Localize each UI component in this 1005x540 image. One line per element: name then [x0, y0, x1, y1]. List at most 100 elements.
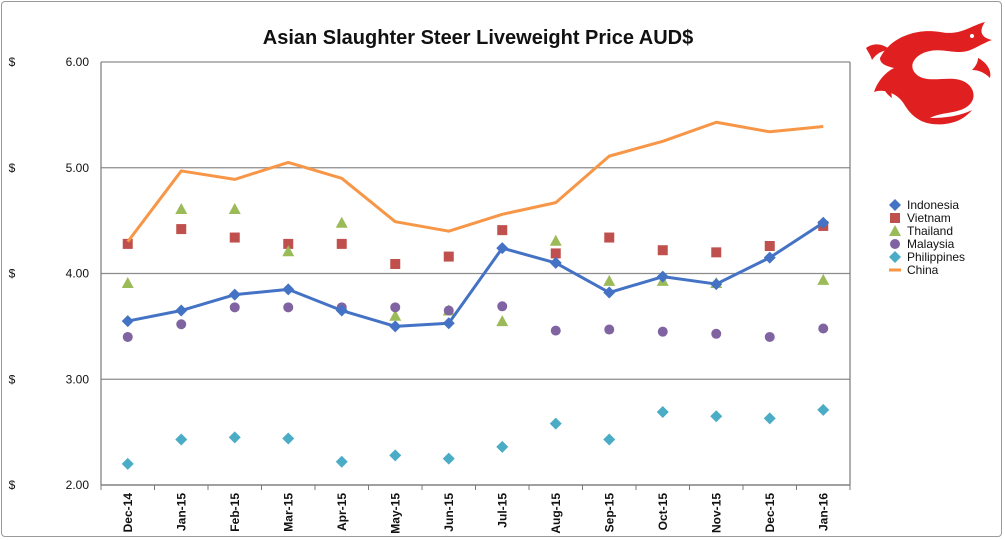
- legend-label-thailand: Thailand: [907, 224, 953, 238]
- legend-label-philippines: Philippines: [907, 250, 965, 264]
- point-indonesia: [228, 288, 241, 301]
- point-philippines: [175, 433, 188, 446]
- point-vietnam: [657, 245, 668, 256]
- x-tick-label: Apr-15: [335, 493, 349, 531]
- point-indonesia: [335, 304, 348, 317]
- x-tick-label: Feb-15: [228, 493, 242, 532]
- y-currency-label: $: [9, 55, 16, 69]
- legend-label-vietnam: Vietnam: [907, 211, 951, 225]
- dragon-logo-icon: [866, 22, 992, 125]
- y-tick-label: 2.00: [66, 478, 90, 492]
- point-vietnam: [390, 258, 401, 269]
- legend-item-indonesia: Indonesia: [889, 198, 959, 212]
- x-tick-label: Jan-16: [816, 493, 830, 531]
- point-thailand: [335, 216, 348, 228]
- chart-legend: IndonesiaVietnamThailandMalaysiaPhilippi…: [889, 198, 965, 277]
- point-thailand: [282, 245, 295, 257]
- point-malaysia: [176, 319, 187, 330]
- point-indonesia: [656, 270, 669, 283]
- point-indonesia: [442, 317, 455, 330]
- x-tick-label: Dec-14: [121, 493, 135, 533]
- x-tick-label: Oct-15: [656, 493, 670, 531]
- point-indonesia: [282, 283, 295, 296]
- y-currency-label: $: [9, 372, 16, 386]
- point-philippines: [710, 410, 723, 423]
- legend-label-china: China: [907, 263, 939, 277]
- y-currency-label: $: [9, 161, 16, 175]
- y-tick-label: 3.00: [66, 372, 90, 386]
- point-philippines: [335, 455, 348, 468]
- point-malaysia: [550, 325, 561, 336]
- x-tick-label: Jul-15: [495, 493, 509, 528]
- x-tick-label: Sep-15: [602, 493, 616, 533]
- point-malaysia: [443, 305, 454, 316]
- legend-swatch-indonesia: [889, 199, 901, 211]
- point-malaysia: [711, 328, 722, 339]
- point-vietnam: [336, 238, 347, 249]
- point-thailand: [549, 234, 562, 246]
- point-indonesia: [549, 256, 562, 269]
- point-malaysia: [229, 302, 240, 313]
- x-tick-labels: Dec-14 Jan-15 Feb-15 Mar-15 Apr-15 May-15 Jun-…: [121, 493, 831, 534]
- point-indonesia: [603, 286, 616, 299]
- point-philippines: [442, 452, 455, 465]
- series-line-china: [126, 120, 824, 243]
- series-line-indonesia: [127, 221, 825, 328]
- y-currency-label: $: [9, 478, 16, 492]
- y-tick-label: 4.00: [66, 267, 90, 281]
- point-malaysia: [657, 326, 668, 337]
- series-malaysia: [122, 301, 829, 342]
- legend-item-vietnam: Vietnam: [890, 211, 951, 225]
- point-vietnam: [711, 247, 722, 258]
- point-indonesia: [817, 216, 830, 229]
- point-philippines: [389, 449, 402, 462]
- series-china: [126, 120, 824, 243]
- legend-swatch-vietnam: [890, 213, 900, 223]
- chart-title: Asian Slaughter Steer Liveweight Price A…: [263, 27, 694, 49]
- x-tick-label: Mar-15: [281, 493, 295, 532]
- x-tick-label: Jun-15: [442, 493, 456, 532]
- point-philippines: [656, 406, 669, 419]
- point-malaysia: [122, 331, 133, 342]
- legend-swatch-philippines: [889, 251, 901, 263]
- point-vietnam: [497, 225, 508, 236]
- point-philippines: [121, 457, 134, 470]
- point-vietnam: [122, 238, 133, 249]
- legend-item-china: China: [889, 263, 939, 277]
- point-vietnam: [176, 224, 187, 235]
- point-malaysia: [604, 324, 615, 335]
- point-philippines: [763, 412, 776, 425]
- point-vietnam: [283, 238, 294, 249]
- point-malaysia: [390, 302, 401, 313]
- point-thailand: [228, 202, 241, 214]
- point-vietnam: [229, 232, 240, 243]
- point-philippines: [496, 440, 509, 453]
- y-tick-label: 6.00: [66, 55, 90, 69]
- y-tick-label: 5.00: [66, 161, 90, 175]
- x-tick-label: Jan-15: [174, 493, 188, 531]
- x-tick-label: May-15: [388, 493, 402, 534]
- point-malaysia: [497, 301, 508, 312]
- point-vietnam: [443, 251, 454, 262]
- point-indonesia: [175, 304, 188, 317]
- legend-label-indonesia: Indonesia: [907, 198, 959, 212]
- point-philippines: [603, 433, 616, 446]
- legend-swatch-malaysia: [890, 239, 900, 249]
- point-thailand: [603, 274, 616, 286]
- point-thailand: [496, 315, 509, 327]
- point-thailand: [817, 273, 830, 285]
- point-vietnam: [604, 232, 615, 243]
- x-tick-label: Aug-15: [549, 493, 563, 534]
- legend-swatch-thailand: [889, 225, 901, 236]
- point-thailand: [175, 202, 188, 214]
- point-philippines: [817, 403, 830, 416]
- point-indonesia: [389, 320, 402, 333]
- point-indonesia: [710, 278, 723, 291]
- point-malaysia: [764, 331, 775, 342]
- legend-item-thailand: Thailand: [889, 224, 953, 238]
- series-vietnam: [122, 220, 829, 269]
- chart-series: [121, 120, 830, 470]
- point-vietnam: [764, 241, 775, 252]
- x-tick-label: Nov-15: [709, 493, 723, 533]
